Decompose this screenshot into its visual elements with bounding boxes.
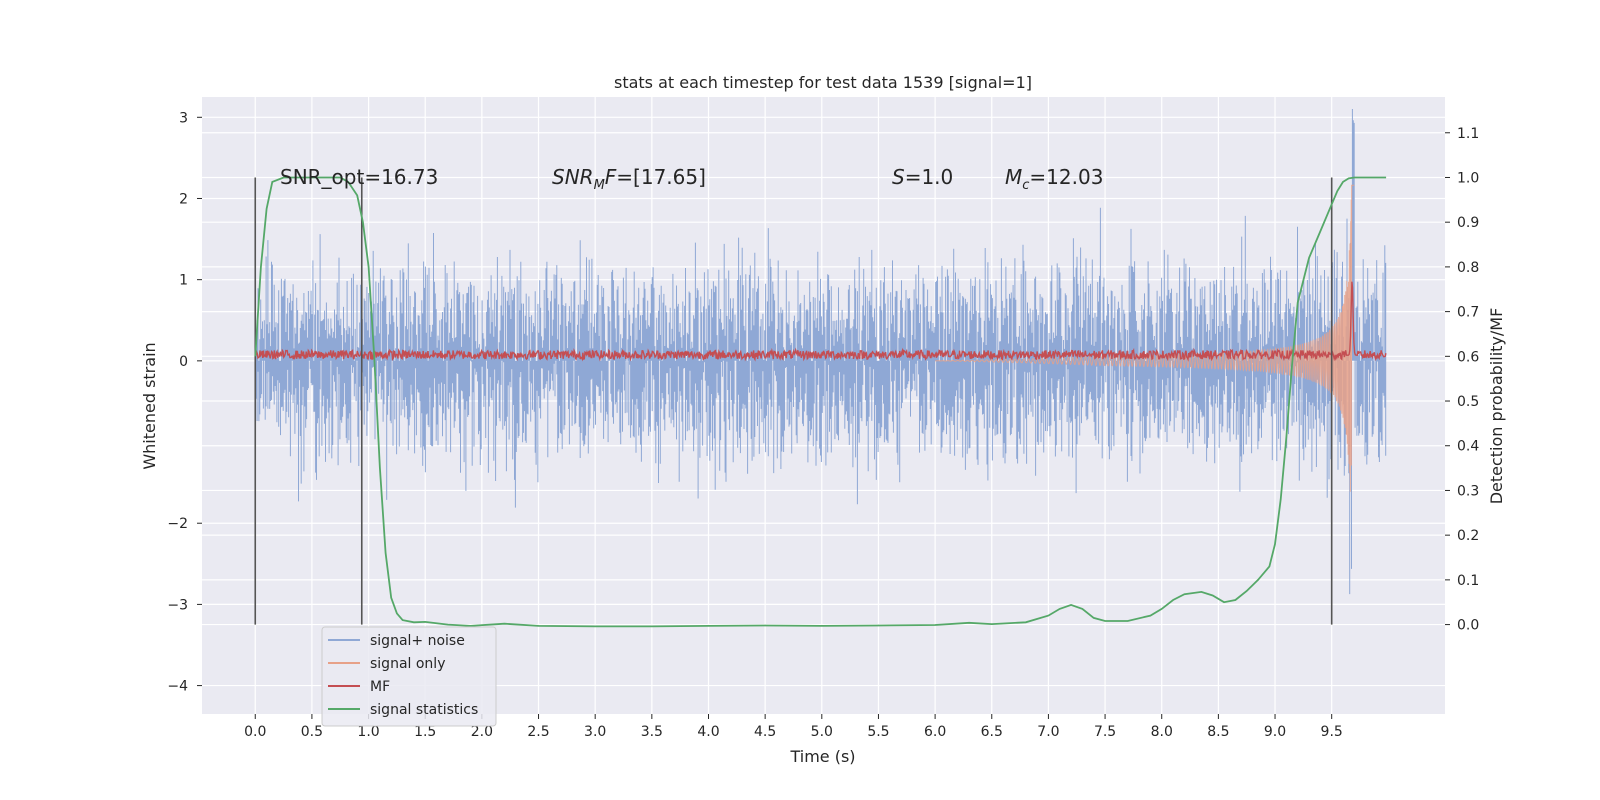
x-tick-label: 6.5 [981,724,1003,740]
x-axis-ticks: 0.0 0.5 1.0 1.5 2.0 2.5 3.0 3.5 4.0 4.5 5.0 5.5 6.0 6… [244,714,1343,740]
x-tick-label: 7.5 [1094,724,1116,740]
annotation-s: S=1.0 [892,165,953,189]
x-tick-label: 0.5 [301,724,323,740]
y-axis-right-ticks: 1.1 1.0 0.9 0.8 0.7 0.6 0.5 0.4 0.3 0.2 0.1 0.0 [1445,126,1479,634]
annotation-mc-base: M [1005,165,1022,189]
x-tick-label: 4.0 [697,724,719,740]
annotation-snr-mf-sub: M [594,178,605,193]
annotation-snr-mf-tail: F [605,165,617,189]
y-right-tick-label: 0.0 [1457,618,1479,634]
x-tick-label: 7.0 [1037,724,1059,740]
y-right-tick-label: 0.6 [1457,349,1479,365]
y-tick-label: 2 [179,191,188,207]
y-right-tick-label: 1.0 [1457,170,1479,186]
annotation-s-base: S [892,165,905,189]
y-tick-label: 0 [179,354,188,370]
plot-area [254,109,1387,628]
y-right-tick-label: 0.8 [1457,260,1479,276]
legend: signal+ noise signal only MF signal stat… [321,626,497,727]
x-tick-label: 5.5 [867,724,889,740]
x-tick-label: 1.5 [414,724,436,740]
series-signal-statistics [254,176,1387,628]
y-axis-ticks: 3 2 1 0 −2 −3 −4 [167,110,202,695]
x-tick-label: 2.0 [471,724,493,740]
annotation-mc-sub: c [1022,178,1029,193]
annotation-mc: Mc=12.03 [1005,165,1103,193]
x-tick-label: 9.5 [1321,724,1343,740]
y-right-tick-label: 0.4 [1457,439,1479,455]
y-right-tick-label: 0.3 [1457,483,1479,499]
x-tick-label: 3.0 [584,724,606,740]
y-axis-label: Whitened strain [140,342,159,469]
series-signal-only [934,184,1355,492]
x-tick-label: 1.0 [357,724,379,740]
annotation-mc-value: =12.03 [1029,165,1103,189]
y-right-tick-label: 0.7 [1457,305,1479,321]
annotation-s-value: =1.0 [905,165,954,189]
legend-label-mf: MF [370,679,390,695]
y-tick-label: −3 [167,597,188,613]
annotation-snr-mf-base: SNR [552,165,594,189]
y-tick-label: 1 [179,273,188,289]
legend-label-signal-only: signal only [370,656,445,672]
x-tick-label: 8.5 [1207,724,1229,740]
y-right-tick-label: 1.1 [1457,126,1479,142]
x-tick-label: 4.5 [754,724,776,740]
y-right-tick-label: 0.5 [1457,394,1479,410]
chart-title: stats at each timestep for test data 153… [614,73,1032,92]
legend-label-signal-noise: signal+ noise [370,633,465,649]
vertical-markers [254,177,1333,625]
y-axis-right-label: Detection probability/MF [1487,308,1506,505]
legend-label-signal-statistics: signal statistics [370,702,478,718]
annotation-snr-mf-value: =[17.65] [616,165,706,189]
y-right-tick-label: 0.1 [1457,573,1479,589]
x-tick-label: 9.0 [1264,724,1286,740]
y-right-tick-label: 0.2 [1457,528,1479,544]
series-mf [254,281,1387,362]
x-tick-label: 5.0 [811,724,833,740]
x-tick-label: 8.0 [1151,724,1173,740]
y-tick-label: −2 [167,516,188,532]
x-tick-label: 0.0 [244,724,266,740]
x-tick-label: 6.0 [924,724,946,740]
y-tick-label: −4 [167,679,188,695]
y-right-tick-label: 0.9 [1457,215,1479,231]
annotation-snr-opt: SNR_opt=16.73 [280,165,438,189]
x-tick-label: 3.5 [641,724,663,740]
y-tick-label: 3 [179,110,188,126]
legend-box [321,626,497,727]
x-tick-label: 2.5 [527,724,549,740]
x-axis-label: Time (s) [789,747,855,766]
annotation-snr-mf: SNRMF=[17.65] [552,165,706,193]
